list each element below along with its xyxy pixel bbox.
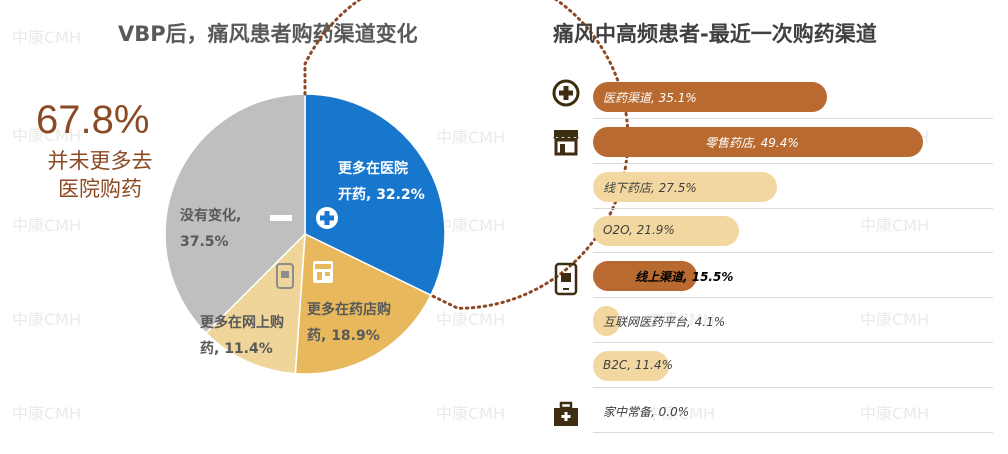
bar-label: 零售药店, 49.4% xyxy=(705,135,799,150)
phone-icon xyxy=(276,263,294,289)
slice-label-hospital: 更多在医院 开药, 32.2% xyxy=(338,156,425,208)
bar-label: 医药渠道, 35.1% xyxy=(603,91,697,105)
slice-label-line: 药, 11.4% xyxy=(200,341,273,357)
bar xyxy=(593,261,697,292)
row-divider xyxy=(593,431,993,433)
row-divider xyxy=(593,342,993,343)
slice-label-online: 更多在网上购 药, 11.4% xyxy=(200,310,284,362)
bar-label: 线下药店, 27.5% xyxy=(603,180,697,195)
bar-row: B2C, 11.4% xyxy=(593,350,993,388)
bar-row: 线上渠道, 15.5% xyxy=(593,261,993,299)
minus-icon xyxy=(270,215,292,221)
highlight-percent: 67.8% xyxy=(36,98,150,142)
medical-cross-icon xyxy=(552,79,580,107)
bar-label: 家中常备, 0.0% xyxy=(603,404,690,419)
bar xyxy=(593,216,740,247)
row-divider xyxy=(593,118,993,119)
dotted-outline xyxy=(303,0,630,310)
pie-slice-online xyxy=(204,232,306,375)
bar xyxy=(593,350,670,381)
right-chart-title: 痛风中高频患者-最近一次购药渠道 xyxy=(553,22,877,46)
bar-label: 互联网医药平台, 4.1% xyxy=(603,315,726,329)
slice-label-line: 更多在网上购 xyxy=(200,315,284,331)
bar-row: 互联网医药平台, 4.1% xyxy=(593,306,993,343)
phone-icon xyxy=(554,262,578,296)
bar-row: 家中常备, 0.0% xyxy=(593,396,993,433)
bar xyxy=(593,126,923,157)
bar-label: B2C, 11.4% xyxy=(603,357,673,372)
bar-row: 零售药店, 49.4% xyxy=(593,126,993,164)
bar-label: O2O, 21.9% xyxy=(603,223,675,238)
pie-slice-hospital xyxy=(304,93,446,297)
slice-label-line: 开药, 32.2% xyxy=(338,187,425,203)
bar-label: 线上渠道, 15.5% xyxy=(635,270,734,285)
row-divider xyxy=(593,207,993,209)
bar-row: 医药渠道, 35.1% xyxy=(593,82,993,119)
medical-cross-icon xyxy=(316,207,338,229)
row-divider xyxy=(593,252,993,254)
bar xyxy=(593,306,621,336)
pie-slice-no-change xyxy=(164,93,306,335)
row-divider xyxy=(593,162,993,164)
slice-label-line: 没有变化, xyxy=(180,208,242,224)
bar-row: 线下药店, 27.5% xyxy=(593,171,993,209)
bar xyxy=(593,82,828,112)
first-aid-kit-icon xyxy=(554,401,578,426)
store-icon xyxy=(313,261,333,283)
slice-label-line: 药, 18.9% xyxy=(307,328,380,344)
bar-row: O2O, 21.9% xyxy=(593,216,993,254)
highlight-caption: 并未更多去 医院购药 xyxy=(40,147,160,203)
slice-label-line: 更多在药店购 xyxy=(307,302,391,318)
highlight-line-2: 医院购药 xyxy=(58,177,142,201)
row-divider xyxy=(593,386,993,388)
left-chart-title: VBP后，痛风患者购药渠道变化 xyxy=(118,22,418,46)
slice-label-line: 37.5% xyxy=(180,234,229,250)
slice-label-store: 更多在药店购 药, 18.9% xyxy=(307,297,391,349)
store-icon xyxy=(553,130,579,156)
slice-label-no-change: 没有变化, 37.5% xyxy=(180,203,241,255)
slice-label-line: 更多在医院 xyxy=(338,161,408,177)
highlight-line-1: 并未更多去 xyxy=(47,149,153,173)
row-divider xyxy=(593,297,993,299)
bar xyxy=(593,171,777,202)
